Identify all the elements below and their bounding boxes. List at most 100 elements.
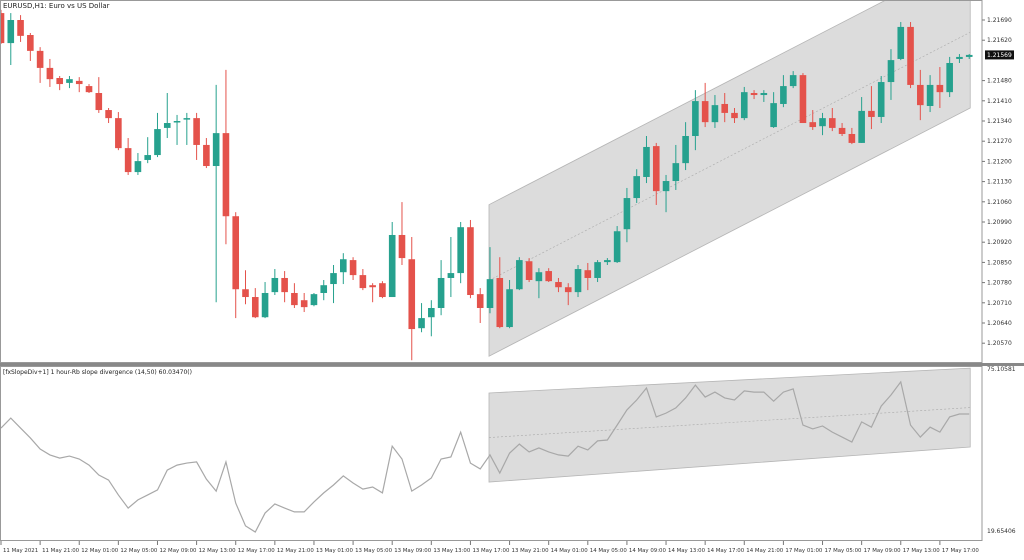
time-tick-label: 17 May 13:00 bbox=[903, 548, 941, 554]
candle-bearish bbox=[0, 13, 5, 44]
indicator-regression-midline bbox=[488, 407, 971, 438]
candle-bullish bbox=[662, 181, 670, 192]
candle-bearish bbox=[369, 285, 376, 288]
time-tick-label: 13 May 01:00 bbox=[316, 548, 354, 554]
candle-bullish bbox=[623, 198, 631, 230]
indicator-max-label: 75.10581 bbox=[987, 366, 1016, 373]
time-tick-label: 11 May 21:00 bbox=[42, 548, 80, 554]
candle-bullish bbox=[183, 118, 191, 120]
candle-bearish bbox=[555, 282, 562, 288]
price-tick-label: 1.20920 bbox=[987, 239, 1012, 246]
candle-bullish bbox=[457, 227, 464, 274]
candle-bullish bbox=[877, 82, 885, 117]
price-pane[interactable] bbox=[0, 0, 973, 361]
price-tick-label: 1.21690 bbox=[987, 17, 1012, 24]
candle-bearish bbox=[193, 118, 200, 145]
candle-bearish bbox=[731, 112, 738, 119]
candle-bullish bbox=[887, 60, 895, 83]
candle-bearish bbox=[868, 110, 875, 117]
candle-bullish bbox=[604, 260, 611, 263]
price-tick-label: 1.21200 bbox=[987, 158, 1012, 165]
time-tick-label: 12 May 17:00 bbox=[238, 548, 276, 554]
candle-bearish bbox=[917, 84, 924, 106]
candle-bullish bbox=[271, 277, 279, 293]
candle-bearish bbox=[379, 283, 386, 298]
candle-bullish bbox=[506, 289, 513, 328]
candle-bullish bbox=[516, 260, 523, 290]
candle-bearish bbox=[232, 216, 240, 290]
indicator-title: [fxSlopeDiv+1] 1 hour-Rb slope divergenc… bbox=[3, 369, 192, 376]
candle-bullish bbox=[692, 101, 699, 137]
candle-bearish bbox=[251, 297, 259, 318]
candle-bearish bbox=[95, 93, 103, 111]
candle-bearish bbox=[848, 133, 856, 143]
time-tick-label: 14 May 09:00 bbox=[629, 548, 667, 554]
time-tick-label: 14 May 13:00 bbox=[668, 548, 706, 554]
candle-bullish bbox=[418, 318, 425, 329]
candle-bearish bbox=[476, 294, 484, 308]
candle-bullish bbox=[310, 294, 318, 306]
candle-bullish bbox=[780, 86, 787, 104]
candle-bearish bbox=[349, 260, 357, 276]
candle-bearish bbox=[809, 122, 817, 128]
price-tick-label: 1.20640 bbox=[987, 320, 1012, 327]
candle-bearish bbox=[115, 118, 122, 149]
time-tick-label: 13 May 05:00 bbox=[355, 548, 393, 554]
candle-bearish bbox=[281, 277, 288, 293]
price-tick-label: 1.21620 bbox=[987, 37, 1012, 44]
candle-bearish bbox=[799, 75, 807, 124]
candle-bearish bbox=[750, 93, 758, 96]
time-tick-label: 14 May 21:00 bbox=[746, 548, 784, 554]
price-tick-label: 1.20850 bbox=[987, 259, 1012, 266]
candle-bullish bbox=[447, 273, 455, 278]
time-tick-label: 14 May 05:00 bbox=[590, 548, 628, 554]
candle-bullish bbox=[633, 176, 640, 199]
candle-bearish bbox=[838, 127, 846, 134]
price-tick-label: 1.21410 bbox=[987, 98, 1012, 105]
candle-bearish bbox=[467, 227, 474, 296]
price-tick-label: 1.21270 bbox=[987, 138, 1012, 145]
price-tick-label: 1.20990 bbox=[987, 219, 1012, 226]
pane-separator bbox=[0, 363, 1024, 366]
candle-bearish bbox=[242, 289, 249, 298]
candle-bullish bbox=[770, 103, 777, 128]
price-tick-label: 1.21130 bbox=[987, 179, 1012, 186]
candle-bullish bbox=[858, 110, 865, 143]
candle-bullish bbox=[740, 92, 748, 119]
candle-bullish bbox=[946, 62, 953, 93]
candle-bearish bbox=[408, 259, 416, 330]
candle-bearish bbox=[17, 20, 24, 36]
candle-bearish bbox=[105, 110, 112, 119]
candle-bullish bbox=[340, 259, 347, 273]
current-price-label: 1.21569 bbox=[987, 52, 1012, 59]
time-tick-label: 13 May 09:00 bbox=[394, 548, 432, 554]
candle-bearish bbox=[936, 84, 944, 93]
candle-bearish bbox=[56, 78, 63, 85]
candle-bullish bbox=[672, 163, 680, 182]
candle-bullish bbox=[261, 292, 269, 318]
price-tick-label: 1.21060 bbox=[987, 199, 1012, 206]
time-tick-label: 17 May 05:00 bbox=[825, 548, 863, 554]
time-tick-label: 12 May 05:00 bbox=[120, 548, 158, 554]
candle-bullish bbox=[428, 307, 435, 318]
chart-title: EURUSD,H1: Euro vs US Dollar bbox=[3, 2, 110, 10]
candle-bearish bbox=[829, 118, 836, 128]
time-tick-label: 12 May 21:00 bbox=[277, 548, 315, 554]
candle-bearish bbox=[291, 292, 298, 306]
candle-bullish bbox=[926, 84, 934, 106]
candle-bearish bbox=[359, 275, 367, 289]
indicator-pane[interactable] bbox=[0, 367, 971, 533]
candle-bearish bbox=[525, 261, 533, 281]
time-tick-label: 13 May 21:00 bbox=[512, 548, 550, 554]
time-tick-label: 13 May 13:00 bbox=[433, 548, 471, 554]
time-tick-label: 12 May 01:00 bbox=[81, 548, 119, 554]
candle-bearish bbox=[496, 277, 504, 328]
candle-bearish bbox=[907, 26, 914, 85]
candle-bullish bbox=[154, 129, 161, 156]
time-tick-label: 17 May 17:00 bbox=[942, 548, 980, 554]
time-tick-label: 14 May 17:00 bbox=[707, 548, 745, 554]
candle-bearish bbox=[701, 101, 709, 123]
candle-bullish bbox=[574, 269, 582, 293]
